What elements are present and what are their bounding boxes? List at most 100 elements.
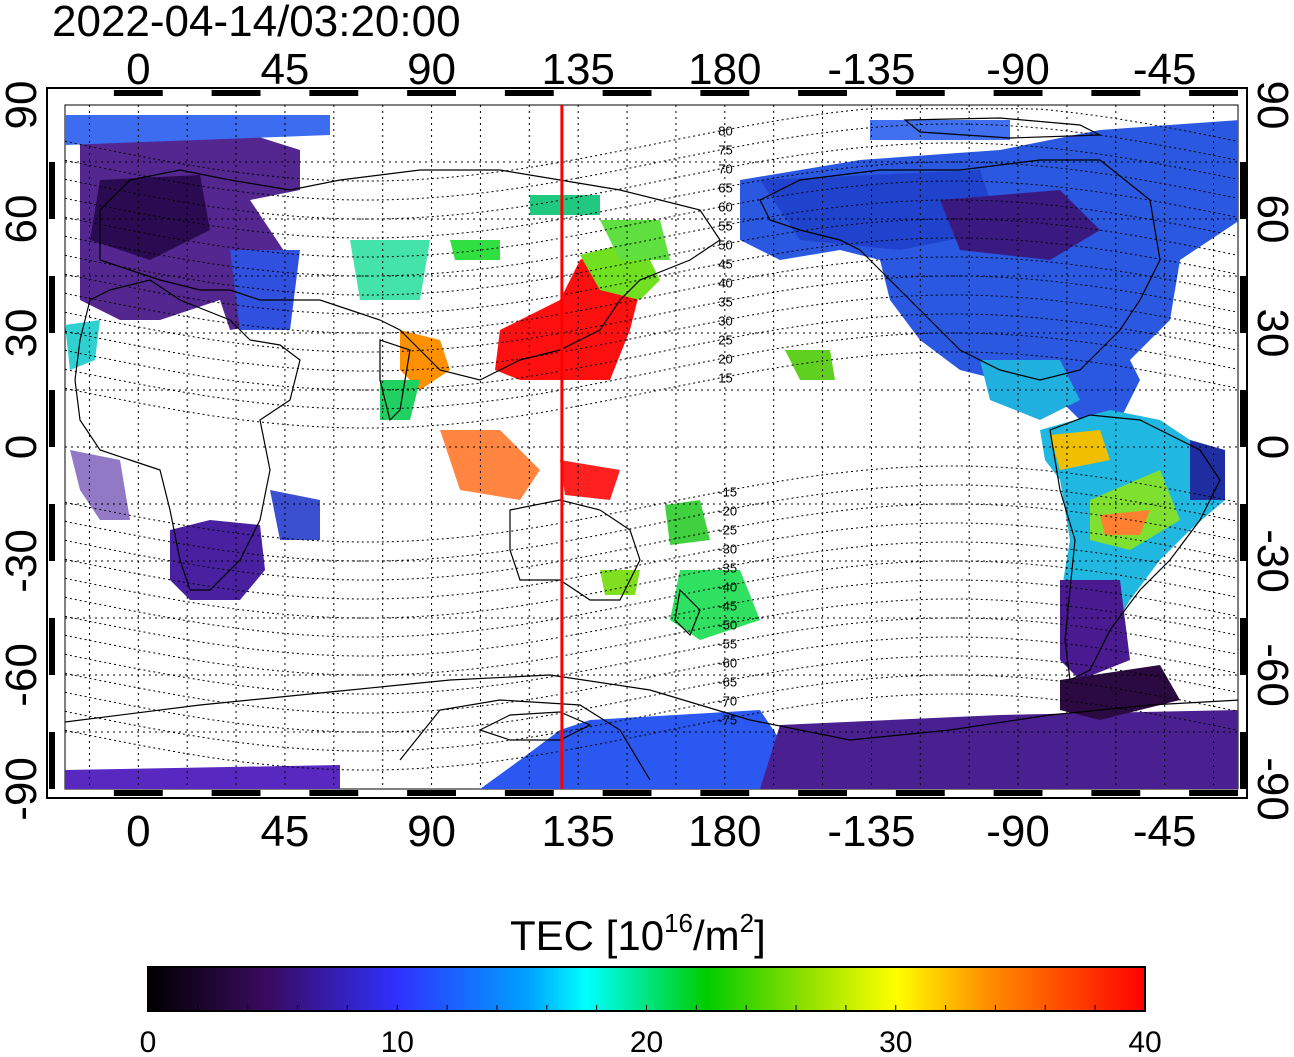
magnetic-latitude-label: 30	[718, 313, 732, 328]
magnetic-latitude-label: 70	[718, 161, 732, 176]
frame-bar-right	[1240, 276, 1246, 333]
latitude-label: 90	[1248, 81, 1294, 130]
frame-scale-bars	[49, 90, 1246, 796]
magnetic-latitude-label: 40	[718, 275, 732, 290]
magnetic-latitude-contours	[65, 108, 1238, 771]
magnetic-latitude-curve	[65, 161, 1238, 239]
magnetic-latitude-curve	[65, 275, 1238, 353]
magnetic-latitude-label: -45	[718, 598, 737, 613]
longitude-label: -45	[1133, 45, 1197, 94]
longitude-label: 90	[407, 45, 456, 94]
tec-region-mongolia	[450, 240, 500, 260]
coastline-new-zealand	[674, 588, 701, 637]
frame-bar-bottom	[1091, 790, 1141, 796]
magnetic-latitude-curve	[65, 598, 1238, 676]
tec-region-atlantic	[65, 320, 100, 370]
magnetic-latitude-curve	[65, 313, 1238, 391]
frame-bar-bottom	[700, 790, 750, 796]
magnetic-latitude-labels: 80 75 70 65 60 55 50 45 40 35 30 25 20 15 -15 -20 -25 -30…	[718, 123, 737, 727]
magnetic-latitude-label: 75	[718, 142, 732, 157]
latitude-label: -90	[1248, 757, 1294, 821]
tec-region-drake	[1060, 665, 1180, 720]
tec-region-arctic-europe	[65, 115, 330, 145]
frame-bar-top	[309, 90, 359, 96]
magnetic-latitude-label: -35	[718, 560, 737, 575]
magnetic-latitude-curve	[65, 560, 1238, 638]
tec-region-new-zealand	[670, 570, 760, 640]
frame-bar-top	[113, 90, 163, 96]
magnetic-latitude-curve	[65, 351, 1238, 429]
frame-bar-top	[504, 90, 554, 96]
frame-bar-bottom	[504, 790, 554, 796]
coastline-south-america	[1049, 414, 1221, 681]
magnetic-latitude-curve	[65, 237, 1238, 315]
frame-bar-top	[993, 90, 1043, 96]
frame-bar-top	[602, 90, 652, 96]
magnetic-latitude-curve	[65, 617, 1238, 695]
latitude-label: -60	[1248, 643, 1294, 707]
tec-region-sakhalin	[600, 220, 670, 260]
colorbar-label: TEC [1016/m2]	[510, 908, 766, 959]
magnetic-latitude-curve	[65, 199, 1238, 277]
magnetic-latitude-curve	[65, 180, 1238, 258]
tec-region-antarctic-east	[760, 710, 1238, 789]
frame-bar-top	[407, 90, 456, 96]
tec-region-hudson	[940, 190, 1100, 260]
longitude-label: 0	[126, 807, 150, 856]
frame-bar-bottom	[309, 790, 359, 796]
magnetic-latitude-label: -25	[718, 522, 737, 537]
frame-bar-bottom	[895, 790, 945, 796]
latitude-label: -30	[1248, 529, 1294, 593]
magnetic-latitude-curve	[65, 142, 1238, 220]
longitude-label: -135	[827, 45, 915, 94]
latitude-label: 60	[0, 195, 46, 244]
tec-region-europe-low	[90, 175, 210, 260]
latitude-label: 30	[0, 309, 46, 358]
colorbar-tick-label: 10	[381, 1026, 414, 1057]
tec-region-siberia	[530, 195, 600, 215]
colorbar-tick-label: 20	[630, 1026, 663, 1057]
magnetic-latitude-label: -70	[718, 693, 737, 708]
tec-region-antarctic-pacific	[480, 710, 780, 789]
magnetic-latitude-label: -50	[718, 617, 737, 632]
longitude-label: 0	[126, 45, 150, 94]
magnetic-latitude-curve	[65, 674, 1238, 752]
latitude-labels-left: 90 60 30 0 -30 -60 -90	[0, 81, 46, 821]
colorbar-tick-label: 40	[1128, 1026, 1161, 1057]
coastline-north-america	[759, 159, 1161, 381]
frame-bar-right	[1240, 732, 1246, 789]
longitude-label: 180	[688, 45, 761, 94]
magnetic-latitude-label: -55	[718, 636, 737, 651]
tec-region-new-guinea	[560, 460, 620, 500]
longitude-label: 135	[541, 45, 614, 94]
magnetic-latitude-label: 20	[718, 351, 732, 366]
magnetic-latitude-label: 25	[718, 332, 732, 347]
frame-bar-top	[895, 90, 945, 96]
magnetic-latitude-curve	[65, 484, 1238, 562]
longitude-label: -135	[827, 807, 915, 856]
coastline-greenland	[903, 117, 1101, 139]
coastline-eurasia	[99, 169, 721, 381]
tec-region-central-asia	[350, 240, 430, 300]
magnetic-latitude-label: -30	[718, 541, 737, 556]
tec-region-south-africa	[170, 520, 265, 600]
tec-region-colombia	[1050, 430, 1110, 470]
magnetic-latitude-curve	[65, 465, 1238, 543]
magnetic-contour-south	[399, 699, 651, 781]
magnetic-latitude-label: 80	[718, 123, 732, 138]
frame-bar-top	[700, 90, 750, 96]
tec-region-patagonia	[1060, 580, 1130, 680]
magnetic-latitude-curve	[65, 655, 1238, 733]
magnetic-latitude-curve	[65, 332, 1238, 410]
colorbar-tick-label: 30	[879, 1026, 912, 1057]
frame-bar-left	[49, 732, 55, 789]
magnetic-latitude-label: -40	[718, 579, 737, 594]
map-title: 2022-04-14/03:20:00	[52, 0, 461, 46]
latitude-label: 30	[1248, 309, 1294, 358]
magnetic-pole-south	[478, 711, 592, 741]
latitude-label: 0	[1248, 435, 1294, 459]
latitude-label: 90	[0, 81, 46, 130]
latitude-label: 60	[1248, 195, 1294, 244]
tec-region-canada	[760, 170, 1000, 250]
